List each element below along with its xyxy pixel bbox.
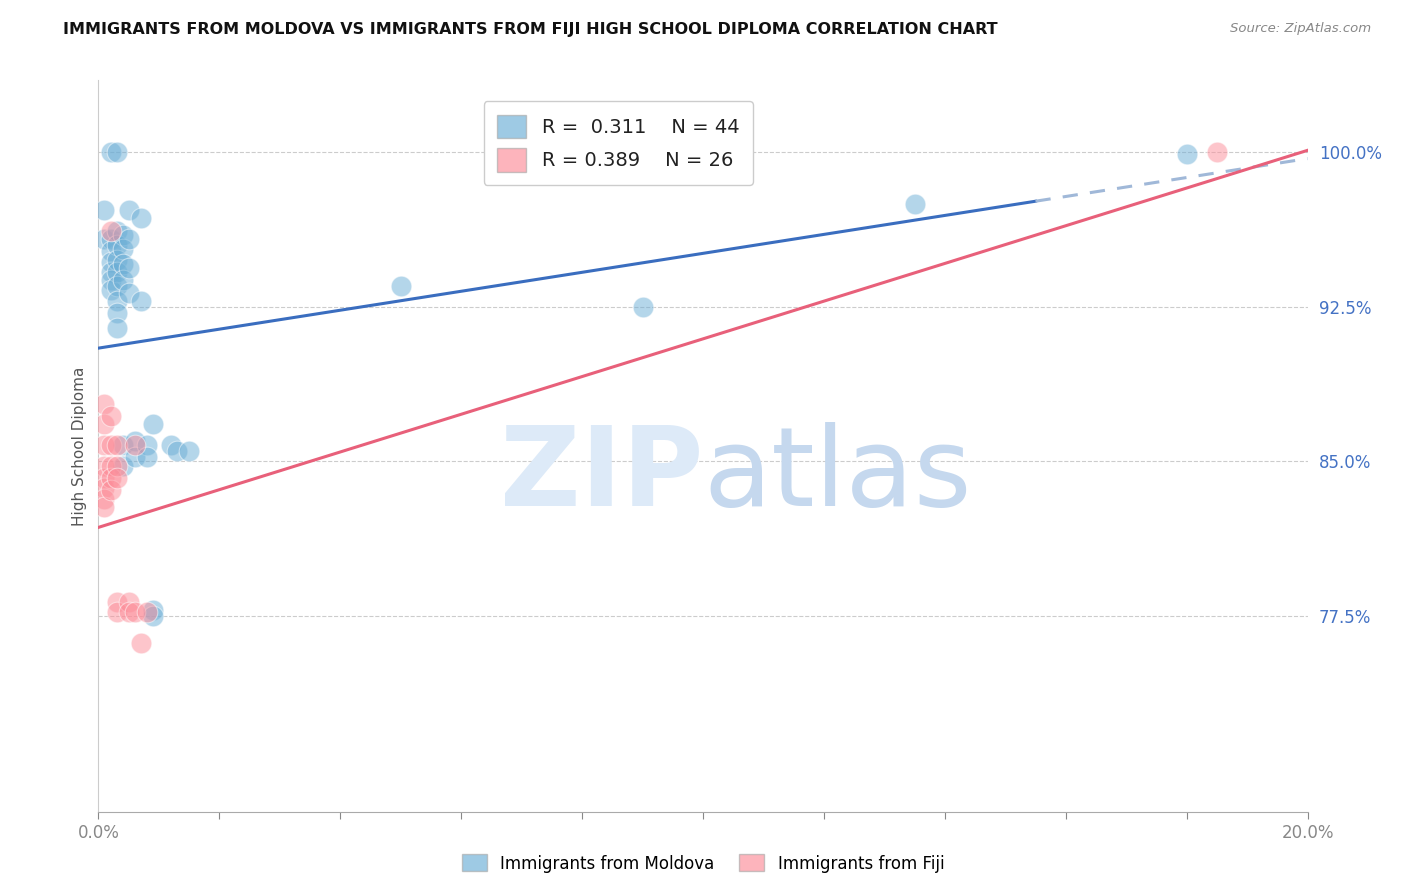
Point: [100, 244, 122, 259]
Point: [105, 238, 128, 252]
Point: [118, 260, 141, 275]
Legend: R =  0.311    N = 44, R = 0.389    N = 26: R = 0.311 N = 44, R = 0.389 N = 26: [484, 101, 754, 186]
Point: [100, 409, 122, 424]
Point: [179, 444, 201, 458]
Text: atlas: atlas: [703, 422, 972, 529]
Point: [100, 224, 122, 238]
Point: [631, 300, 654, 314]
Point: [389, 279, 412, 293]
Point: [105, 306, 128, 320]
Point: [135, 438, 157, 452]
Point: [118, 285, 141, 300]
Point: [100, 438, 122, 452]
Point: [118, 203, 141, 218]
Point: [93, 397, 115, 411]
Point: [100, 232, 122, 246]
Point: [93, 417, 115, 432]
Text: ZIP: ZIP: [499, 422, 703, 529]
Point: [93, 481, 115, 495]
Point: [105, 279, 128, 293]
Text: Source: ZipAtlas.com: Source: ZipAtlas.com: [1230, 22, 1371, 36]
Point: [105, 265, 128, 279]
Point: [118, 605, 141, 619]
Point: [135, 605, 157, 619]
Point: [118, 232, 141, 246]
Point: [105, 293, 128, 308]
Point: [100, 483, 122, 498]
Point: [142, 417, 165, 432]
Point: [100, 265, 122, 279]
Point: [166, 444, 188, 458]
Point: [105, 471, 128, 485]
Point: [93, 500, 115, 514]
Point: [93, 471, 115, 485]
Point: [111, 242, 134, 256]
Point: [129, 636, 152, 650]
Y-axis label: High School Diploma: High School Diploma: [72, 367, 87, 525]
Point: [142, 609, 165, 624]
Point: [111, 273, 134, 287]
Point: [904, 197, 927, 211]
Point: [1206, 145, 1229, 160]
Point: [135, 450, 157, 465]
Point: [105, 605, 128, 619]
Point: [124, 450, 146, 465]
Point: [1175, 147, 1198, 161]
Point: [93, 458, 115, 473]
Point: [129, 293, 152, 308]
Point: [142, 603, 165, 617]
Point: [111, 227, 134, 242]
Point: [124, 434, 146, 448]
Point: [105, 438, 128, 452]
Point: [100, 145, 122, 160]
Point: [124, 438, 146, 452]
Point: [129, 211, 152, 226]
Point: [93, 438, 115, 452]
Point: [100, 273, 122, 287]
Point: [111, 257, 134, 271]
Point: [105, 458, 128, 473]
Point: [124, 605, 146, 619]
Point: [93, 491, 115, 506]
Point: [93, 232, 115, 246]
Point: [105, 320, 128, 334]
Point: [100, 471, 122, 485]
Point: [100, 284, 122, 298]
Point: [93, 203, 115, 218]
Point: [105, 145, 128, 160]
Point: [105, 594, 128, 608]
Legend: Immigrants from Moldova, Immigrants from Fiji: Immigrants from Moldova, Immigrants from…: [456, 847, 950, 880]
Point: [111, 458, 134, 473]
Point: [111, 438, 134, 452]
Text: IMMIGRANTS FROM MOLDOVA VS IMMIGRANTS FROM FIJI HIGH SCHOOL DIPLOMA CORRELATION : IMMIGRANTS FROM MOLDOVA VS IMMIGRANTS FR…: [63, 22, 998, 37]
Point: [105, 224, 128, 238]
Point: [100, 254, 122, 268]
Point: [160, 438, 183, 452]
Point: [105, 252, 128, 267]
Point: [100, 458, 122, 473]
Point: [118, 594, 141, 608]
